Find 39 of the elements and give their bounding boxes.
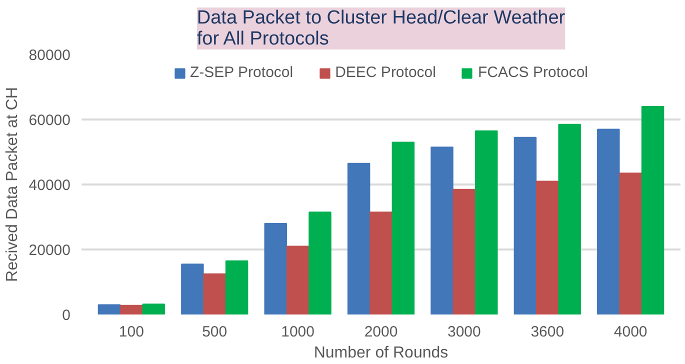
x-tick-label: 100 bbox=[118, 324, 144, 340]
bar bbox=[347, 162, 370, 314]
bar bbox=[392, 142, 415, 314]
x-tick-label: 4000 bbox=[614, 324, 648, 340]
y-tick-label: 20000 bbox=[28, 242, 71, 259]
bar bbox=[308, 212, 332, 314]
legend-label: FCACS Protocol bbox=[478, 64, 588, 81]
bar bbox=[181, 264, 204, 314]
bar bbox=[558, 124, 581, 314]
bar bbox=[98, 304, 121, 314]
bar bbox=[142, 304, 165, 314]
bar bbox=[536, 180, 559, 314]
x-tick-label: 3000 bbox=[448, 324, 481, 340]
bar bbox=[514, 136, 537, 314]
x-tick-label: 500 bbox=[202, 324, 228, 340]
y-tick-label: 0 bbox=[62, 307, 70, 324]
legend-label: Z-SEP Protocol bbox=[190, 64, 294, 81]
chart-title: Data Packet to Cluster Head/Clear Weather for All Protocols bbox=[196, 8, 566, 50]
bar bbox=[264, 223, 287, 314]
bar bbox=[286, 246, 310, 314]
y-tick-label: 60000 bbox=[28, 112, 71, 129]
bar bbox=[475, 130, 498, 314]
bar bbox=[619, 172, 642, 314]
x-tick-label: 1000 bbox=[281, 324, 314, 340]
y-tick-label: 40000 bbox=[28, 177, 71, 194]
bar bbox=[430, 146, 454, 314]
y-axis-title: Recived Data Packet at CH bbox=[4, 87, 21, 282]
bar bbox=[641, 106, 664, 314]
bar bbox=[597, 128, 620, 314]
legend-label: DEEC Protocol bbox=[335, 64, 436, 81]
x-tick-label: 3600 bbox=[530, 324, 564, 340]
bar bbox=[203, 273, 226, 314]
bar bbox=[225, 260, 248, 314]
bar bbox=[452, 188, 476, 314]
bar bbox=[370, 212, 392, 314]
x-tick-label: 2000 bbox=[364, 324, 398, 340]
y-tick-label: 80000 bbox=[28, 47, 71, 64]
x-axis-title: Number of Rounds bbox=[314, 344, 448, 362]
bar bbox=[120, 304, 143, 314]
